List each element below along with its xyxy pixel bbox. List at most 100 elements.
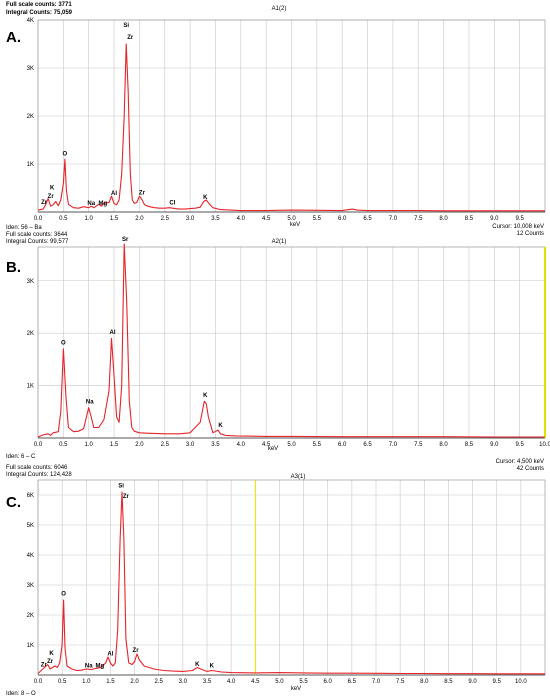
x-axis-label-b: keV	[267, 446, 279, 452]
x-tick-label-b: 2.5	[161, 442, 170, 448]
x-axis-label-c: keV	[290, 686, 302, 692]
x-tick-label-c: 10.0	[515, 679, 527, 685]
x-tick-label-b: 1.5	[110, 442, 119, 448]
x-tick-label-b: 3.0	[186, 442, 195, 448]
panel-letter-c: C.	[6, 494, 21, 511]
x-axis-label-a: keV	[289, 222, 301, 228]
integral-counts-a: Integral Counts: 75,059	[6, 10, 73, 16]
x-tick-label-a: 3.0	[186, 216, 195, 222]
peak-label-c: Zr	[41, 663, 48, 669]
x-tick-label-c: 6.0	[324, 679, 333, 685]
x-tick-label-b: 5.5	[313, 442, 322, 448]
integral-counts-b: Integral Counts: 99,577	[6, 239, 69, 245]
cursor-readout-c: Cursor: 4,500 keV	[495, 459, 544, 465]
x-tick-label-c: 6.5	[348, 679, 357, 685]
x-tick-label-a: 3.5	[211, 216, 220, 222]
spectrum-title-b: A2(1)	[271, 239, 287, 245]
spectrum-title-a: A1(2)	[271, 6, 287, 12]
y-tick-label-b: 1K	[27, 384, 34, 390]
y-tick-label-c: 6K	[27, 493, 34, 499]
x-tick-label-b: 7.0	[389, 442, 398, 448]
x-tick-label-b: 2.0	[135, 442, 144, 448]
x-tick-label-a: 0.5	[59, 216, 68, 222]
spectrum-line-c	[37, 491, 545, 675]
peak-label-b: Na	[86, 399, 94, 405]
y-tick-label-a: 2K	[27, 114, 34, 120]
spectrum-chart-b: 0.0 0.5 1.0 1.5 2.0 2.5 3.0 3.5 4.0 4.5 5.0 5.5 6.0 6…	[27, 237, 550, 448]
peak-label-c: Mg	[95, 664, 104, 670]
x-tick-label-c: 0.0	[34, 679, 43, 685]
panel-b: 0.0 0.5 1.0 1.5 2.0 2.5 3.0 3.5 4.0 4.5 5.0 5.5 6.0 6…	[0, 224, 550, 465]
peak-label-c: O	[61, 592, 66, 598]
x-tick-label-c: 4.0	[227, 679, 236, 685]
peak-label-a: Zr	[127, 35, 134, 41]
peak-label-b: Sr	[122, 237, 129, 243]
peak-label-c: K	[195, 662, 200, 668]
x-tick-label-a: 4.0	[237, 216, 246, 222]
panel-letter-b: B.	[6, 259, 21, 276]
x-tick-label-a: 7.5	[414, 216, 423, 222]
x-tick-label-a: 4.5	[262, 216, 271, 222]
y-tick-label-c: 5K	[27, 523, 34, 529]
peak-label-b: Al	[110, 330, 116, 336]
cursor-counts-b: 12 Counts	[516, 231, 544, 237]
x-tick-label-b: 4.5	[262, 442, 271, 448]
spectrum-title-c: A3(1)	[290, 474, 306, 480]
peak-label-a: O	[63, 151, 68, 157]
x-tick-label-b: 9.5	[515, 442, 524, 448]
x-tick-label-b: 3.5	[211, 442, 220, 448]
full-scale-counts-c: Full scale counts: 6046	[6, 465, 68, 471]
y-tick-label-b: 2K	[27, 331, 34, 337]
x-tick-label-c: 8.0	[420, 679, 429, 685]
spectrum-chart-a: 0.0 0.5 1.0 1.5 2.0 2.5 3.0 3.5 4.0 4.5 5.0 5.5 6.0 6…	[27, 18, 546, 222]
y-tick-label-c: 2K	[27, 613, 34, 619]
x-tick-label-b: 10.0	[539, 442, 550, 448]
x-tick-label-b: 7.5	[414, 442, 423, 448]
x-tick-label-c: 3.5	[203, 679, 212, 685]
peak-label-c: Zr	[133, 648, 140, 654]
iden-label-c: Iden: 8 – O	[6, 691, 36, 697]
y-tick-label-a: 3K	[27, 66, 34, 72]
y-tick-label-b: 3K	[27, 279, 34, 285]
panel-letter-a: A.	[6, 29, 21, 46]
x-tick-label-a: 8.5	[465, 216, 474, 222]
integral-counts-c: Integral Counts: 124,428	[6, 472, 72, 478]
x-tick-label-c: 5.0	[275, 679, 284, 685]
peak-label-b: O	[61, 341, 66, 347]
x-tick-label-c: 2.5	[155, 679, 164, 685]
peak-label-a: Zr	[41, 200, 48, 206]
y-tick-label-a: 4K	[27, 18, 34, 24]
spectrum-chart-c: 0.0 0.5 1.0 1.5 2.0 2.5 3.0 3.5 4.0 4.5 5.0 5.5 6.0 6…	[27, 479, 546, 685]
x-tick-label-b: 6.0	[338, 442, 347, 448]
x-tick-label-c: 4.5	[251, 679, 260, 685]
x-tick-label-b: 6.5	[363, 442, 372, 448]
iden-label-a: Iden: 56 – Ba	[6, 225, 42, 231]
spectrum-line-b	[37, 243, 545, 438]
panel-c: 0.0 0.5 1.0 1.5 2.0 2.5 3.0 3.5 4.0 4.5 5.0 5.5 6.0 6…	[0, 459, 550, 700]
cursor-counts-c: 42 Counts	[516, 466, 544, 472]
x-tick-label-a: 5.5	[313, 216, 322, 222]
peak-label-c: K	[49, 651, 54, 657]
peak-label-b: K	[218, 423, 223, 429]
x-tick-label-c: 0.5	[58, 679, 67, 685]
x-tick-label-b: 0.0	[34, 442, 43, 448]
x-tick-label-b: 9.0	[490, 442, 499, 448]
x-tick-label-b: 8.0	[439, 442, 448, 448]
peak-label-a: K	[203, 195, 208, 201]
x-tick-label-c: 7.5	[396, 679, 405, 685]
peak-label-c: Zr	[123, 494, 130, 500]
full-scale-counts-b: Full scale counts: 3644	[6, 232, 68, 238]
x-tick-label-a: 2.0	[135, 216, 144, 222]
peak-label-a: Zr	[48, 194, 55, 200]
y-tick-label-c: 3K	[27, 583, 34, 589]
peak-label-a: Na	[87, 201, 95, 207]
x-tick-label-c: 5.5	[299, 679, 308, 685]
x-tick-label-c: 3.0	[179, 679, 188, 685]
x-tick-label-a: 0.0	[34, 216, 43, 222]
x-tick-label-c: 1.5	[106, 679, 115, 685]
peak-label-a: Zr	[139, 191, 146, 197]
x-tick-label-a: 1.5	[110, 216, 119, 222]
x-tick-label-a: 5.0	[287, 216, 296, 222]
panel-a: 0.0 0.5 1.0 1.5 2.0 2.5 3.0 3.5 4.0 4.5 5.0 5.5 6.0 6…	[0, 0, 550, 232]
peak-label-a: Cl	[169, 200, 175, 206]
